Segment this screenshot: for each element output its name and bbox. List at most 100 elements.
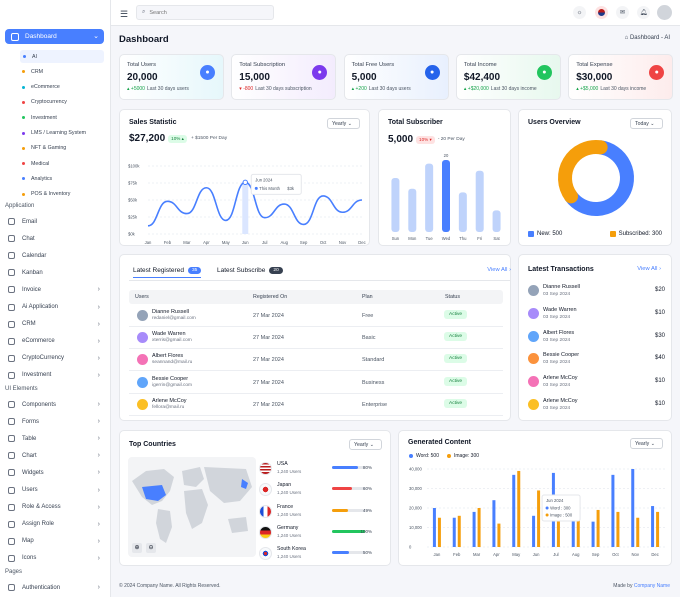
sidebar-item-label: Ai Application bbox=[22, 304, 59, 310]
x-tick-label: Feb bbox=[453, 552, 461, 557]
chevron-right-icon: › bbox=[97, 537, 100, 545]
sidebar-item-table[interactable]: Table › bbox=[8, 432, 103, 445]
list-item[interactable]: Japan 1,240 Users 60% bbox=[259, 480, 372, 502]
sidebar-item-investment[interactable]: Investment › bbox=[8, 369, 103, 382]
period-select[interactable]: Yearly ⌄ bbox=[327, 118, 360, 129]
period-select[interactable]: Yearly ⌄ bbox=[349, 439, 382, 450]
stat-value: 20,000 bbox=[127, 72, 158, 83]
sidebar-item-map[interactable]: Map › bbox=[8, 535, 103, 548]
sidebar-item-kanban[interactable]: Kanban bbox=[8, 266, 103, 279]
sidebar-subitem-ecommerce[interactable]: eCommerce bbox=[22, 81, 60, 94]
sidebar-item-chart[interactable]: Chart › bbox=[8, 449, 103, 462]
theme-toggle-icon[interactable]: ☼ bbox=[573, 6, 586, 19]
subscriber-bar-chart: Sun Mon Tue 20 Wed Thu Fri Sat bbox=[391, 153, 501, 241]
mail-icon[interactable]: ✉ bbox=[616, 6, 629, 19]
user-name: Dianne Russell bbox=[152, 309, 189, 315]
sidebar-subitem-analytics[interactable]: Analytics bbox=[22, 172, 52, 185]
user-avatar[interactable] bbox=[657, 5, 672, 20]
sidebar-item-label: Dashboard bbox=[25, 33, 57, 40]
search-input[interactable] bbox=[149, 9, 250, 16]
sidebar-item-role-access[interactable]: Role & Access › bbox=[8, 501, 103, 514]
sidebar-subitem-crm[interactable]: CRM bbox=[22, 65, 43, 78]
sidebar-item-label: Users bbox=[22, 487, 38, 493]
investment-icon bbox=[8, 371, 15, 379]
bar-word-feb bbox=[452, 517, 456, 547]
sidebar-subitem-investment[interactable]: Investment bbox=[22, 111, 57, 124]
list-item[interactable]: Arlene McCoy 03 Sep 2024 $10 bbox=[528, 373, 665, 395]
sidebar-item-widgets[interactable]: Widgets › bbox=[8, 466, 103, 479]
chevron-right-icon: › bbox=[97, 354, 100, 362]
table-row[interactable]: Bessie Cooper igerrin@gmail.com 27 Mar 202… bbox=[129, 372, 503, 394]
list-item[interactable]: USA 1,240 Users 80% bbox=[259, 459, 372, 481]
sidebar-subitem-lms-learning-system[interactable]: LMS / Learning System bbox=[22, 127, 86, 140]
sidebar-item-ai-application[interactable]: Ai Application › bbox=[8, 301, 103, 314]
list-item[interactable]: South Korea 1,240 Users 50% bbox=[259, 544, 372, 566]
sidebar-item-cryptocurrency[interactable]: CryptoCurrency › bbox=[8, 352, 103, 365]
sidebar-item-ecommerce[interactable]: eCommerce › bbox=[8, 335, 103, 348]
sidebar-item-dashboard[interactable]: Dashboard ⌄ bbox=[5, 29, 104, 44]
list-item[interactable]: France 1,240 Users 49% bbox=[259, 502, 372, 524]
sidebar-item-calendar[interactable]: Calendar bbox=[8, 249, 103, 262]
list-item[interactable]: Bessie Cooper 03 Sep 2024 $40 bbox=[528, 350, 665, 372]
sidebar-item-users[interactable]: Users › bbox=[8, 484, 103, 497]
sidebar-item-invoice[interactable]: Invoice › bbox=[8, 283, 103, 296]
y-tick-label: $25k bbox=[128, 215, 138, 220]
tab-latest-subscribe[interactable]: Latest Subscribe 20 bbox=[217, 267, 283, 274]
transaction-date: 03 Sep 2024 bbox=[543, 292, 571, 297]
tab-latest-registered[interactable]: Latest Registered 35 bbox=[133, 267, 202, 278]
table-row[interactable]: Dianne Russell redaniel@gmail.com 27 Mar 2… bbox=[129, 305, 503, 327]
users-icon bbox=[8, 486, 15, 494]
bar-word-oct bbox=[611, 474, 615, 547]
view-all-link[interactable]: View All › bbox=[487, 267, 511, 273]
sidebar-item-assign-role[interactable]: Assign Role › bbox=[8, 518, 103, 531]
progress-percent: 60% bbox=[362, 486, 372, 492]
sidebar-subitem-label: Medical bbox=[31, 160, 50, 167]
stat-delta-text: Last 30 days subscription bbox=[255, 86, 312, 92]
view-all-link[interactable]: View All › bbox=[637, 266, 661, 272]
sidebar-item-email[interactable]: Email bbox=[8, 215, 103, 228]
x-tick-label: May bbox=[222, 240, 231, 245]
stat-card: Total Expense $30,000 ▴ +$5,000 Last 30 day… bbox=[568, 54, 674, 100]
section-ui-elements: UI Elements bbox=[5, 386, 38, 392]
ai-icon bbox=[8, 303, 15, 311]
sidebar-item-icons[interactable]: Icons › bbox=[8, 552, 103, 565]
country-users: 1,240 Users bbox=[277, 511, 302, 517]
sidebar-subitem-ai[interactable]: AI bbox=[20, 50, 104, 63]
transaction-date: 03 Sep 2024 bbox=[543, 314, 571, 320]
menu-icon[interactable]: ☰ bbox=[120, 9, 129, 19]
table-row[interactable]: Arlene McCoy fellora@mail.ru 27 Mar 2024 En… bbox=[129, 394, 503, 416]
sidebar-item-crm[interactable]: CRM › bbox=[8, 318, 103, 331]
sidebar-subitem-pos-inventory[interactable]: POS & Inventory bbox=[22, 188, 70, 201]
bullet-icon bbox=[23, 55, 26, 58]
period-select[interactable]: Yearly ⌄ bbox=[630, 438, 663, 449]
sidebar-item-components[interactable]: Components › bbox=[8, 398, 103, 411]
table-row[interactable]: Albert Flores seannand@mail.ru 27 Mar 2024… bbox=[129, 349, 503, 372]
zoom-in-icon[interactable]: ⊕ bbox=[132, 543, 142, 553]
select-value: Today bbox=[635, 120, 649, 127]
sidebar-subitem-medical[interactable]: Medical bbox=[22, 157, 49, 170]
bar-sun bbox=[391, 178, 400, 232]
table-row[interactable]: Wade Warren xterris@gmail.com 27 Mar 2024 B… bbox=[129, 327, 503, 350]
list-item[interactable]: Arlene McCoy 03 Sep 2024 $10 bbox=[528, 396, 665, 418]
zoom-out-icon[interactable]: ⊖ bbox=[146, 543, 156, 553]
sidebar-item-authentication[interactable]: Authentication › bbox=[8, 581, 103, 594]
assign-icon bbox=[8, 520, 15, 528]
bar-image-feb bbox=[457, 515, 461, 547]
sidebar-subitem-cryptocurrency[interactable]: Cryptocurrency bbox=[22, 96, 67, 109]
notification-bell-icon[interactable]: 🔔︎ bbox=[637, 6, 650, 19]
world-map[interactable]: ⊕ ⊖ bbox=[128, 457, 256, 557]
period-select[interactable]: Today ⌄ bbox=[630, 118, 663, 129]
list-item[interactable]: Dianne Russell 03 Sep 2024 $20 bbox=[528, 282, 665, 304]
language-flag-icon[interactable] bbox=[595, 6, 608, 19]
stat-delta: ▴ +$20,000 Last 30 days income bbox=[464, 86, 537, 92]
list-item[interactable]: Germany 1,240 Users 100% bbox=[259, 523, 372, 545]
stat-delta-value: +5000 bbox=[130, 86, 145, 92]
sidebar-item-chat[interactable]: Chat bbox=[8, 232, 103, 245]
subscriber-pct-badge: 10% ▾ bbox=[416, 135, 435, 144]
sidebar-subitem-nft-gaming[interactable]: NFT & Gaming bbox=[22, 142, 66, 155]
search-box[interactable]: ⌕ bbox=[136, 5, 274, 20]
list-item[interactable]: Albert Flores 03 Sep 2024 $30 bbox=[528, 328, 665, 350]
company-link[interactable]: Company Name bbox=[633, 583, 670, 589]
sidebar-item-forms[interactable]: Forms › bbox=[8, 415, 103, 428]
list-item[interactable]: Wade Warren 03 Sep 2024 $10 bbox=[528, 305, 665, 327]
